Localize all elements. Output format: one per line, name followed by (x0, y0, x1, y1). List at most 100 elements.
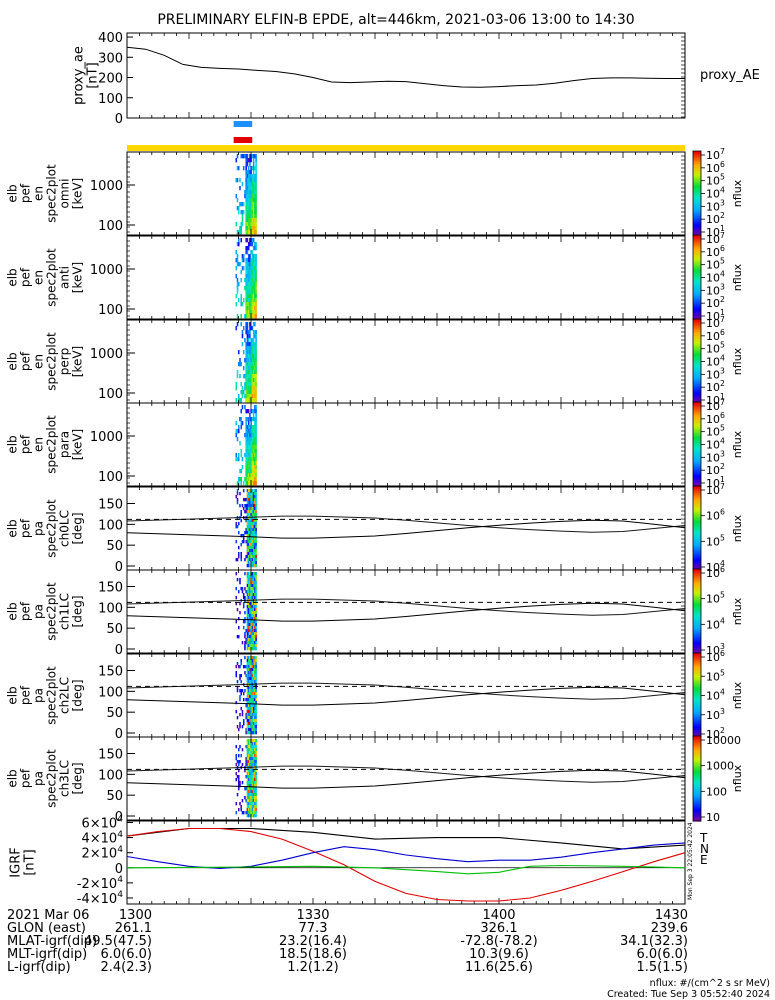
energy-panel-1-pixel (255, 242, 257, 247)
pa-panel-3-pixel (247, 739, 250, 743)
pa-panel-2-pixel (254, 698, 256, 702)
energy-panel-1-pixel (246, 258, 249, 263)
energy-panel-3-pixel (252, 449, 255, 454)
pa-panel-1-pixel (246, 605, 249, 609)
pa-panel-0-pixel (255, 552, 257, 556)
energy-panel-0-pixel (247, 222, 250, 227)
pa-panel-1-pixel (246, 575, 249, 579)
pa-panel-2-pixel (254, 704, 256, 708)
pa-panel-0-colorbar-cell (693, 545, 701, 548)
energy-panel-3-pixel (254, 457, 256, 462)
xaxis-row-value: 23.2(16.4) (279, 934, 347, 949)
pa-panel-3-pixel (254, 772, 256, 776)
pa-panel-0-pixel (255, 510, 257, 514)
pa-panel-3-colorbar-cell (693, 765, 701, 768)
pa-panel-2-pixel (249, 716, 251, 720)
energy-panel-0-pixel (237, 206, 240, 211)
pa-panel-3-pixel (254, 754, 256, 758)
pa-panel-1-colorbar-cell (693, 648, 701, 651)
pa-panel-1-pixel (251, 611, 254, 615)
pa-panel-1-pixel (244, 647, 246, 651)
energy-panel-1-pixel (249, 274, 251, 279)
energy-panel-0-pixel (251, 190, 254, 195)
xaxis-row-name: L-igrf(dip) (7, 960, 71, 975)
xaxis-row-value: 77.3 (299, 921, 328, 936)
energy-panel-0-pixel (246, 170, 249, 175)
pa-panel-2-pixel (240, 659, 242, 663)
pa-panel-3-pixel (249, 781, 251, 785)
pa-panel-1-pixel (237, 590, 240, 594)
energy-panel-2-pixel (246, 370, 249, 375)
energy-panel-2-pixel (245, 370, 247, 375)
pa-panel-2-pixel (254, 728, 256, 732)
pa-panel-0-pixel (251, 498, 254, 502)
energy-panel-1-pixel (242, 254, 245, 259)
energy-panel-0-colorbar-cell (693, 187, 701, 190)
pa-panel-3-pixel (239, 784, 241, 788)
energy-panel-1-pixel (245, 290, 247, 295)
pa-panel-3-pixel (254, 739, 256, 743)
energy-panel-3-pixel (241, 457, 244, 462)
pa-panel-3-colorbar-cell (693, 813, 701, 816)
pa-panel-0-pixel (249, 522, 251, 526)
pa-panel-3-pixel (252, 811, 255, 815)
energy-panel-1-colorbar-cell (693, 246, 701, 249)
pa-panel-1-pixel (241, 590, 244, 594)
energy-panel-3-pixel (250, 457, 252, 462)
energy-panel-3-pixel (252, 473, 255, 478)
energy-panel-2-pixel (241, 386, 244, 391)
energy-panel-2-pixel (247, 378, 250, 383)
pa-panel-3-pixel (255, 802, 257, 806)
pa-panel-1-pixel (242, 626, 245, 630)
pa-panel-1-colorbar-cell (693, 595, 701, 598)
igrf-ylabel-line: [nT] (23, 849, 38, 875)
pa-panel-3-pixel (246, 808, 249, 812)
energy-panel-0-pixel (247, 214, 250, 219)
pa-panel-2-colorbar-cell (693, 692, 701, 695)
energy-panel-0-pixel (247, 166, 250, 171)
pa-panel-1-pixel (252, 641, 255, 645)
pa-panel-2-colorbar-cell (693, 733, 701, 736)
pa-panel-2-pixel (254, 701, 256, 705)
energy-panel-0-pixel (251, 226, 254, 231)
energy-panel-3-pixel (249, 465, 251, 470)
pa-panel-0-pixel (255, 561, 257, 565)
pa-panel-1-pixel (249, 629, 251, 633)
energy-panel-0-pixel (251, 230, 254, 235)
xaxis-row-value: 18.5(18.6) (279, 947, 347, 962)
pa-panel-1-pixel (244, 632, 246, 636)
energy-panel-1-colorbar-cell (693, 286, 701, 289)
pa-panel-3-pixel (250, 784, 252, 788)
energy-panel-0-pixel (255, 162, 257, 167)
pa-panel-2-pixel (239, 689, 241, 693)
pa-panel-0-pixel (255, 564, 257, 568)
energy-panel-0-pixel (247, 178, 250, 183)
energy-panel-0-pixel (252, 218, 255, 223)
pa-panel-2-pixel (255, 716, 257, 720)
pa-panel-3-pixel (250, 763, 252, 767)
energy-panel-3-pixel (239, 469, 241, 474)
pa-panel-0-pixel (247, 504, 250, 508)
energy-panel-3-pixel (247, 481, 250, 486)
energy-panel-3-pixel (247, 441, 250, 446)
energy-panel-0-pixel (250, 226, 252, 231)
energy-panel-3-pixel (252, 481, 255, 486)
pa-panel-1-pixel (246, 647, 249, 651)
energy-panel-1-pixel (246, 270, 249, 275)
pa-panel-1-pixel (254, 596, 256, 600)
energy-panel-2-pixel (239, 374, 241, 379)
energy-panel-0-pixel (251, 178, 254, 183)
pa-panel-2-colorbar-cell (693, 688, 701, 691)
pa-panel-0-pixel (250, 525, 252, 529)
pa-panel-2-pixel (250, 671, 252, 675)
pa-panel-0-pixel (246, 555, 249, 559)
energy-panel-2-pixel (255, 354, 257, 359)
energy-panel-1-pixel (251, 254, 254, 259)
pa-panel-3-pixel (255, 796, 257, 800)
pa-panel-0-pixel (255, 501, 257, 505)
energy-panel-2-pixel (235, 398, 238, 403)
energy-panel-1-pixel (254, 242, 256, 247)
pa-panel-3-colorbar-cell (693, 768, 701, 771)
energy-panel-1-pixel (247, 314, 250, 319)
energy-panel-2-pixel (246, 326, 249, 331)
